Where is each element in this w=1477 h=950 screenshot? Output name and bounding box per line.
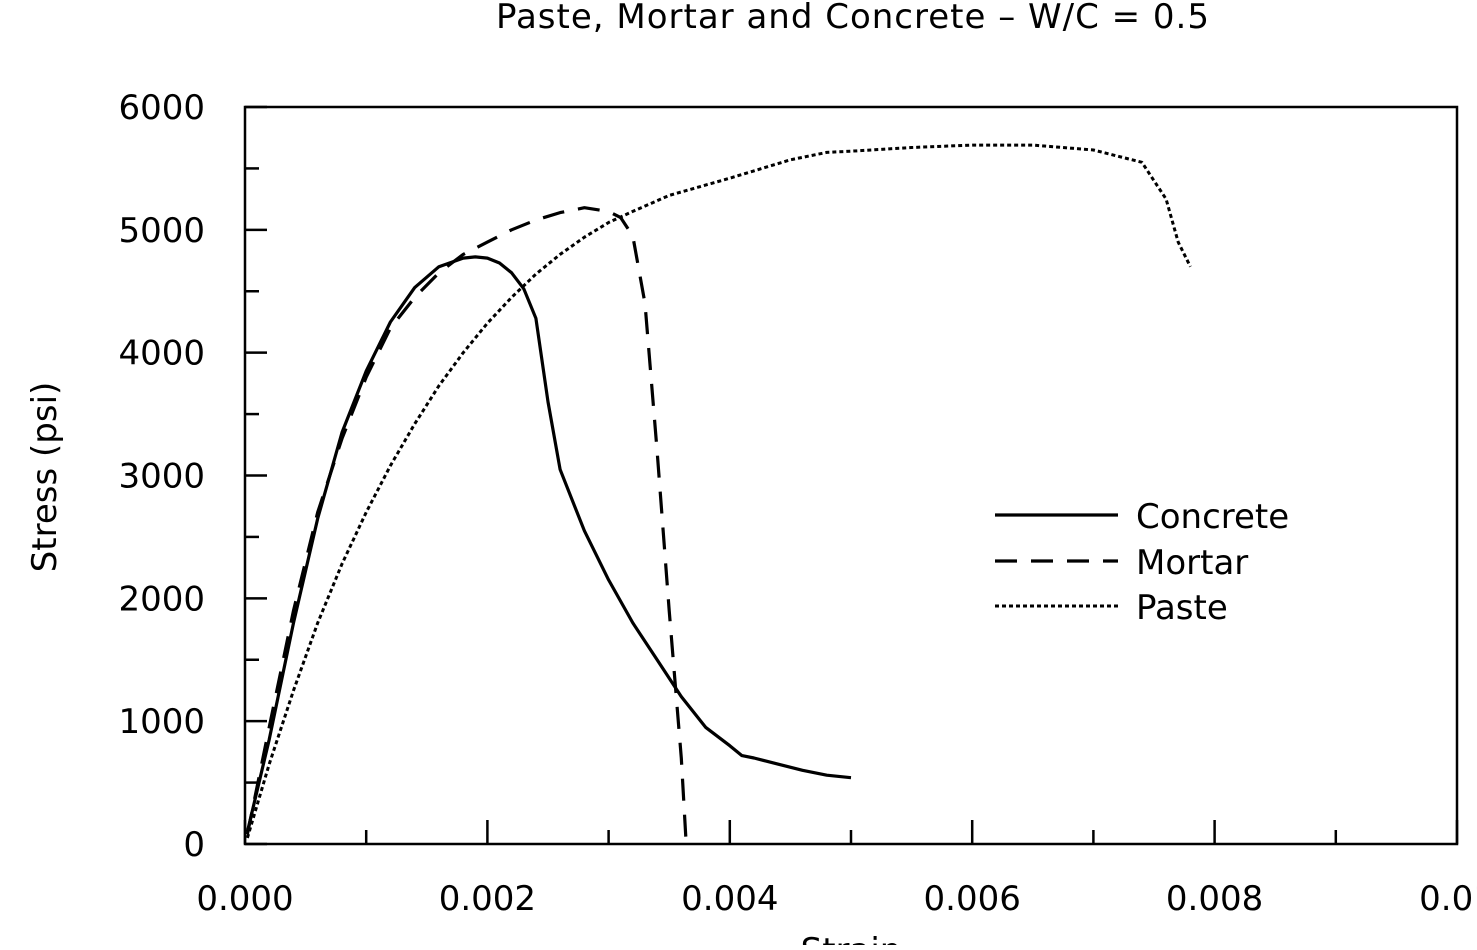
axis-tick-labels: 0.000 0.002 0.004 0.006 0.008 0.01 0 1000 2000 30… bbox=[118, 88, 1477, 919]
y-tick-label: 0 bbox=[183, 825, 205, 865]
x-tick-label: 0.01 bbox=[1419, 879, 1477, 919]
x-tick-label: 0.006 bbox=[924, 879, 1021, 919]
y-tick-label: 4000 bbox=[118, 334, 205, 374]
y-tick-label: 5000 bbox=[118, 211, 205, 251]
legend-label-paste: Paste bbox=[1136, 588, 1228, 628]
series-line-mortar bbox=[245, 206, 688, 845]
chart-title: Paste, Mortar and Concrete – W/C = 0.5 bbox=[496, 0, 1210, 37]
x-tick-label: 0.000 bbox=[196, 879, 293, 919]
axis-ticks bbox=[243, 105, 1459, 846]
legend: Concrete Mortar Paste bbox=[995, 497, 1289, 628]
legend-label-concrete: Concrete bbox=[1136, 497, 1289, 537]
y-tick-label: 2000 bbox=[118, 579, 205, 619]
x-tick-label: 0.004 bbox=[681, 879, 778, 919]
x-tick-label: 0.008 bbox=[1166, 879, 1263, 919]
x-tick-label: 0.002 bbox=[439, 879, 536, 919]
y-tick-label: 1000 bbox=[118, 702, 205, 742]
x-axis-label: Strain bbox=[801, 931, 902, 945]
series-layer bbox=[245, 143, 1192, 845]
series-line-concrete bbox=[245, 255, 852, 833]
plot-area-frame bbox=[243, 105, 1459, 846]
y-tick-label: 6000 bbox=[118, 88, 205, 128]
y-axis-label: Stress (psi) bbox=[25, 382, 65, 573]
y-tick-label: 3000 bbox=[118, 457, 205, 497]
series-line-paste bbox=[245, 143, 1192, 839]
legend-label-mortar: Mortar bbox=[1136, 543, 1248, 583]
